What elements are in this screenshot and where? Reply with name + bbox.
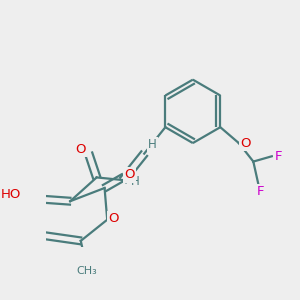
Text: CH₃: CH₃ <box>76 266 97 276</box>
Text: H: H <box>130 175 139 188</box>
Text: H: H <box>148 138 157 151</box>
Text: F: F <box>257 185 265 199</box>
Text: F: F <box>275 150 282 163</box>
Text: O: O <box>76 143 86 156</box>
Text: HO: HO <box>1 188 21 201</box>
Text: O: O <box>124 168 135 181</box>
Text: O: O <box>109 212 119 225</box>
Text: O: O <box>240 136 250 150</box>
